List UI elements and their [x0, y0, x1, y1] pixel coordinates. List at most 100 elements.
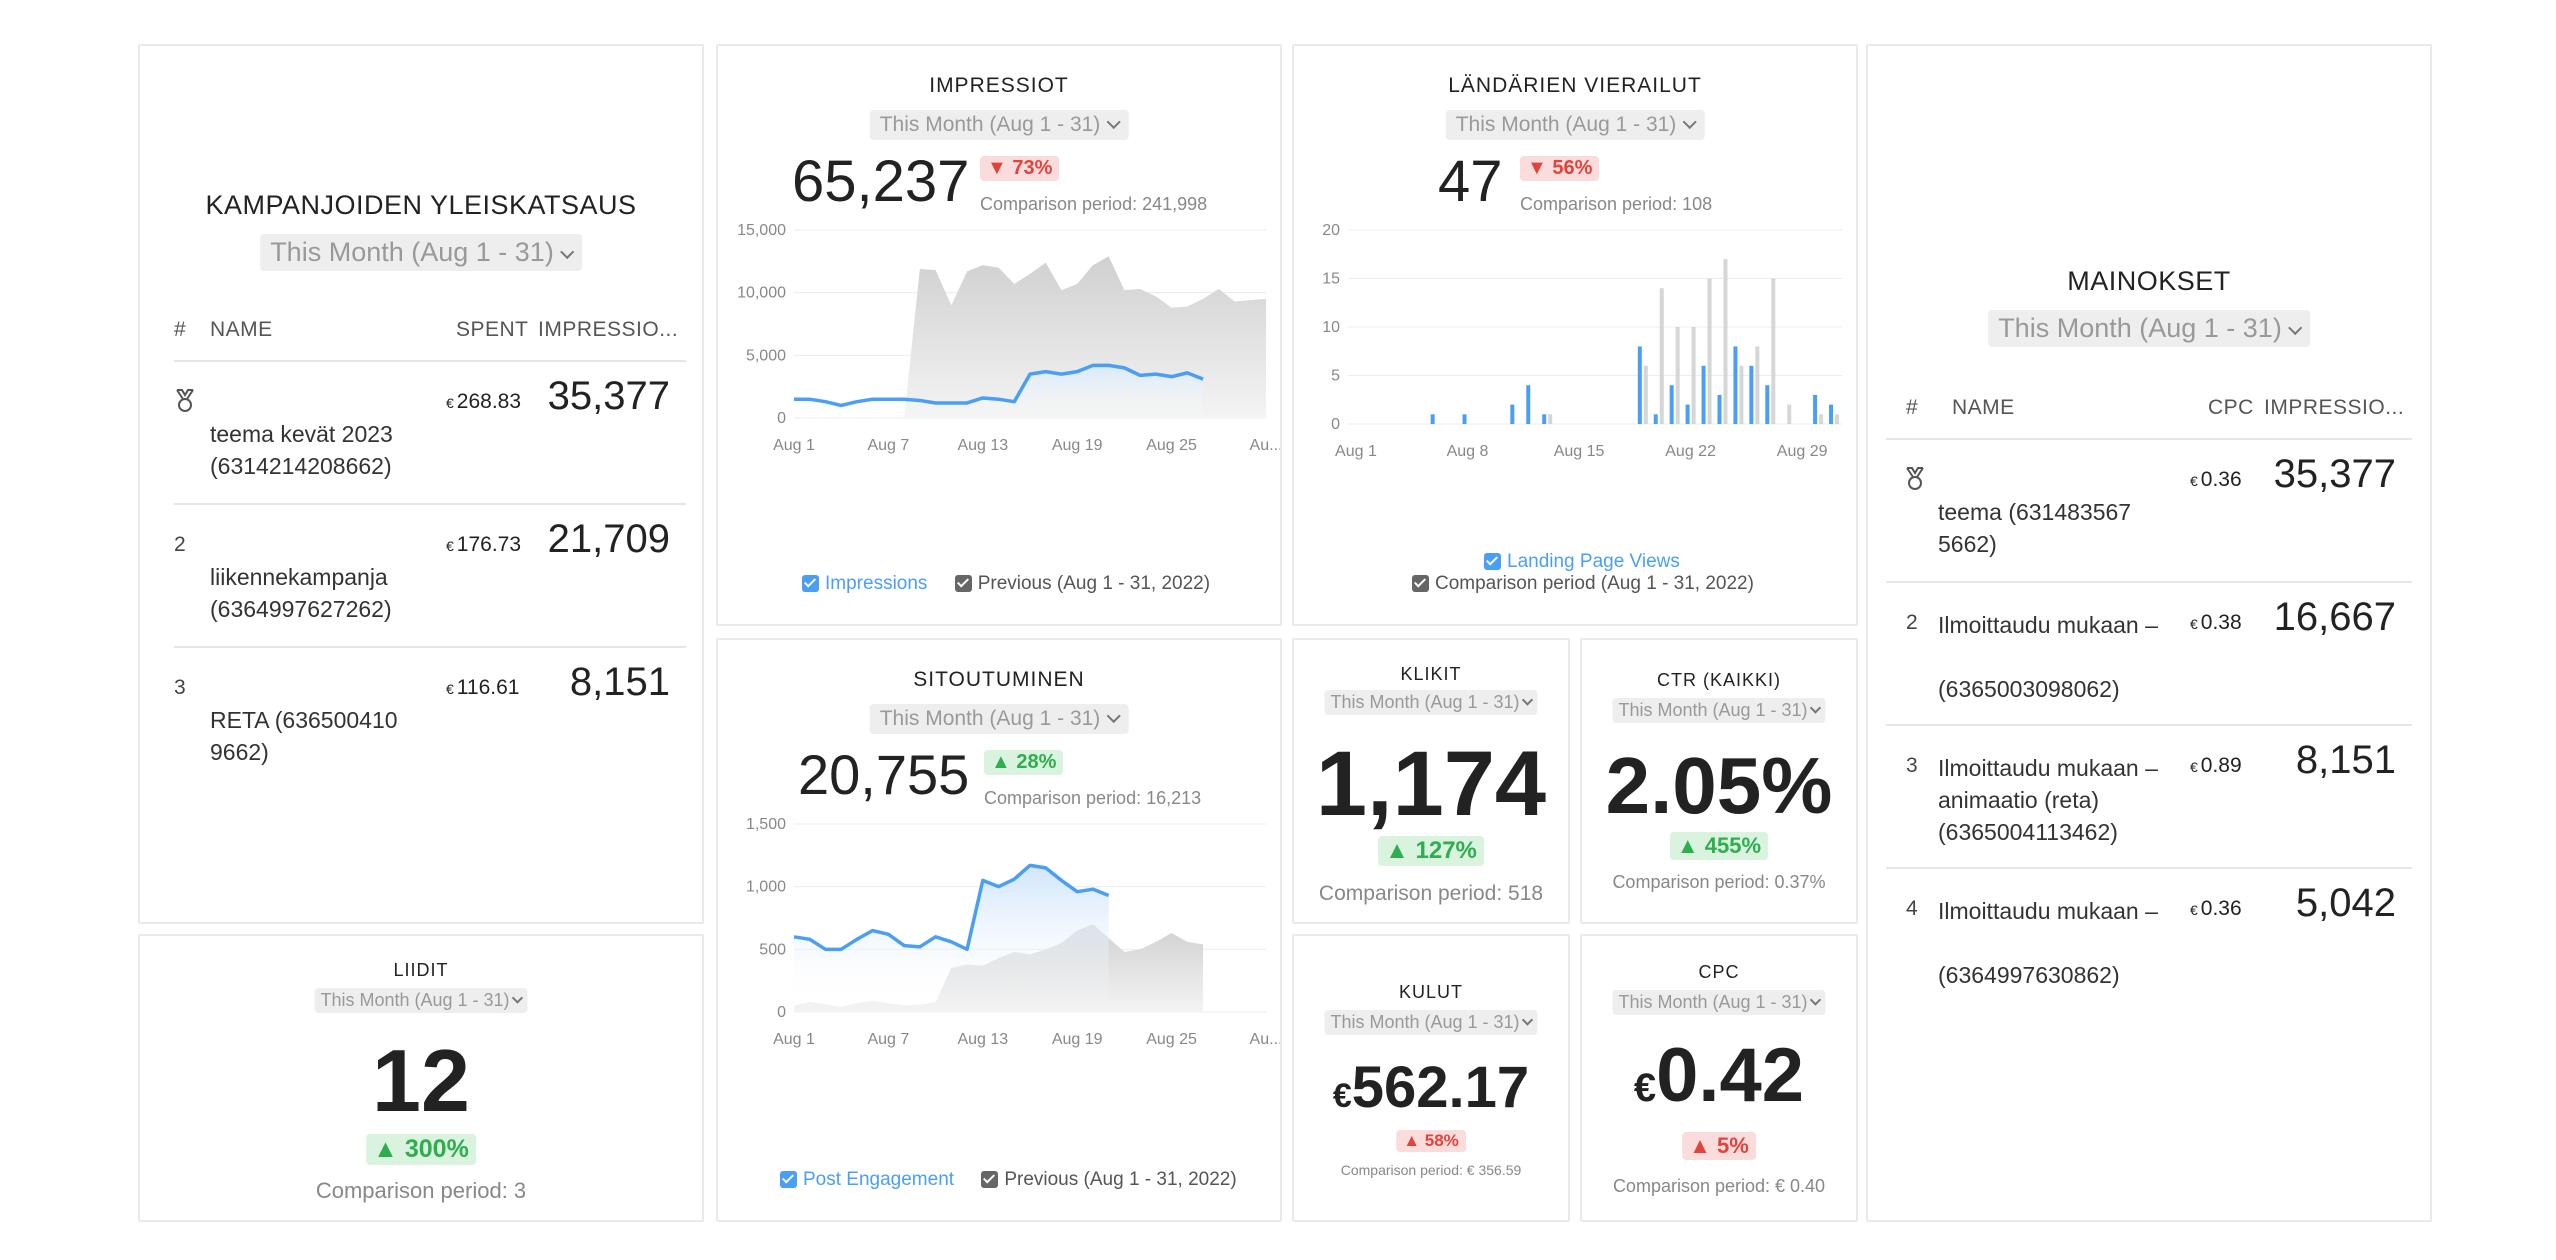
col-spent[interactable]: SPENT	[456, 318, 529, 341]
legend-label: Comparison period (Aug 1 - 31, 2022)	[1435, 573, 1754, 594]
landing-bar	[1685, 404, 1690, 424]
ctr-card: CTR (KAIKKI) This Month (Aug 1 - 31) 2.0…	[1580, 638, 1858, 924]
name-line: Ilmoittaudu mukaan –	[1938, 755, 2158, 781]
impressions-date-selector[interactable]: This Month (Aug 1 - 31)	[869, 110, 1129, 140]
name-line: liikennekampanja	[210, 564, 388, 590]
row-spent: €176.73	[446, 533, 521, 557]
row-impressions: 35,377	[2273, 452, 2396, 496]
change-value: 28%	[1016, 751, 1057, 773]
current-series-line	[794, 363, 1204, 408]
landing-legend-previous[interactable]: Comparison period (Aug 1 - 31, 2022)	[1412, 572, 1754, 595]
leads-card: LIIDIT This Month (Aug 1 - 31) 12 ▲ 300%…	[138, 934, 704, 1222]
up-arrow-icon: ▲	[991, 751, 1017, 773]
comparison-bar	[1819, 414, 1824, 424]
row-impressions: 8,151	[569, 660, 670, 704]
comparison-bar	[1739, 365, 1744, 424]
ctr-title: CTR (KAIKKI)	[1656, 670, 1781, 690]
table-row[interactable]: teema (631483567 5662) €0.36 35,377	[1886, 438, 2412, 581]
landing-bar	[1510, 404, 1515, 424]
campaigns-table: # NAME SPENT IMPRESSIO... teema kevät 20…	[174, 318, 686, 818]
comparison-bar	[1755, 346, 1760, 424]
landing-chart[interactable]: 20 15 10 5 0 Aug 1 Aug 8 Aug 15 Aug 22 Aug 29	[1294, 214, 1858, 534]
col-num[interactable]: #	[174, 318, 187, 341]
y-tick-label: 15	[1322, 271, 1340, 288]
clicks-card: KLIKIT This Month (Aug 1 - 31) 1,174 ▲ 1…	[1292, 638, 1570, 924]
row-impressions: 8,151	[2295, 738, 2396, 782]
ads-date-selector[interactable]: This Month (Aug 1 - 31)	[1988, 310, 2310, 347]
cpc-comparison: Comparison period: € 0.40	[1612, 1176, 1826, 1196]
ads-title: MAINOKSET	[2067, 266, 2231, 296]
cpc-title: CPC	[1698, 962, 1740, 982]
up-arrow-icon: ▲	[1689, 1133, 1718, 1158]
up-arrow-icon: ▲	[1385, 837, 1416, 864]
col-num[interactable]: #	[1906, 396, 1919, 419]
name-line	[1938, 641, 2158, 673]
x-tick-label: Au...	[1250, 437, 1282, 454]
engagement-date-selector[interactable]: This Month (Aug 1 - 31)	[869, 704, 1129, 734]
name-line: 5662)	[1938, 531, 1997, 557]
landing-bar	[1542, 414, 1547, 424]
col-impressions[interactable]: IMPRESSIO...	[2264, 396, 2405, 419]
costs-value: €562.17	[1294, 1054, 1568, 1121]
row-cpc: €0.89	[2190, 754, 2242, 778]
y-tick-label: 0	[1331, 416, 1340, 433]
change-value: 5%	[1717, 1133, 1749, 1158]
x-tick-label: Aug 15	[1554, 443, 1605, 460]
landing-bar	[1653, 414, 1658, 424]
legend-label: Previous (Aug 1 - 31, 2022)	[977, 573, 1211, 594]
col-name[interactable]: NAME	[1952, 396, 2015, 419]
x-tick-label: Aug 8	[1447, 443, 1489, 460]
legend-item-previous[interactable]: Previous (Aug 1 - 31, 2022)	[981, 1169, 1237, 1190]
checkbox-icon	[954, 575, 972, 592]
cpc-change-badge: ▲ 5%	[1682, 1132, 1756, 1160]
table-row[interactable]: 2 Ilmoittaudu mukaan – (6365003098062) €0…	[1886, 581, 2412, 724]
table-row[interactable]: teema kevät 2023 (6314214208662) €268.83 …	[174, 360, 686, 503]
currency: €	[2190, 759, 2198, 775]
chevron-down-icon	[1521, 1014, 1534, 1026]
clicks-comparison: Comparison period: 518	[1318, 882, 1544, 905]
clicks-date-selector[interactable]: This Month (Aug 1 - 31)	[1324, 690, 1538, 715]
leads-change-badge: ▲ 300%	[366, 1134, 476, 1165]
leads-date-selector[interactable]: This Month (Aug 1 - 31)	[314, 988, 528, 1013]
row-rank: 3	[1906, 754, 1918, 777]
row-name: teema kevät 2023 (6314214208662)	[210, 418, 393, 482]
col-cpc[interactable]: CPC	[2208, 396, 2254, 419]
cpc-date-selector[interactable]: This Month (Aug 1 - 31)	[1612, 990, 1826, 1015]
table-row[interactable]: 2 liikennekampanja (6364997627262) €176.7…	[174, 503, 686, 646]
row-rank: 2	[1906, 611, 1918, 634]
table-row[interactable]: 3 Ilmoittaudu mukaan – animaatio (reta) (6…	[1886, 724, 2412, 867]
name-line: RETA (636500410	[210, 707, 398, 733]
x-tick-label: Aug 19	[1052, 1031, 1103, 1048]
costs-date-selector[interactable]: This Month (Aug 1 - 31)	[1324, 1010, 1538, 1035]
landing-legend-current[interactable]: Landing Page Views	[1484, 550, 1680, 573]
legend-item-previous[interactable]: Previous (Aug 1 - 31, 2022)	[954, 573, 1211, 594]
comparison-bar	[1643, 365, 1648, 424]
up-arrow-icon: ▲	[373, 1135, 405, 1163]
name-line	[1938, 927, 2158, 959]
chevron-down-icon	[1809, 702, 1822, 714]
legend-item-current[interactable]: Post Engagement	[780, 1169, 954, 1190]
legend-label: Previous (Aug 1 - 31, 2022)	[1004, 1169, 1237, 1190]
impressions-card: IMPRESSIOT This Month (Aug 1 - 31) 65,23…	[716, 44, 1282, 626]
table-row[interactable]: 3 RETA (636500410 9662) €116.61 8,151	[174, 646, 686, 789]
engagement-chart[interactable]: 1,500 1,000 500 0 Aug 1 Aug 7 Aug 13 Aug 19 Aug …	[718, 808, 1282, 1128]
table-row[interactable]: 4 Ilmoittaudu mukaan – (6364997630862) €0…	[1886, 867, 2412, 1010]
col-impressions[interactable]: IMPRESSIO...	[538, 318, 679, 341]
checkbox-icon	[981, 1171, 999, 1188]
currency: €	[1332, 1077, 1352, 1115]
ctr-date-selector[interactable]: This Month (Aug 1 - 31)	[1612, 698, 1826, 723]
impressions-chart[interactable]: 15,000 10,000 5,000 0 Aug 1 Aug 7 Aug 13 Aug 19…	[718, 214, 1282, 534]
landing-bar	[1829, 404, 1834, 424]
campaigns-date-selector[interactable]: This Month (Aug 1 - 31)	[260, 234, 582, 271]
date-selector-label: This Month (Aug 1 - 31)	[1618, 992, 1808, 1012]
row-name: Ilmoittaudu mukaan – (6364997630862)	[1938, 895, 2158, 991]
name-line: (6364997627262)	[210, 596, 392, 622]
name-line: animaatio (reta)	[1938, 787, 2100, 813]
legend-item-current[interactable]: Impressions	[802, 573, 927, 594]
comparison-bar	[1787, 404, 1792, 424]
landing-date-selector[interactable]: This Month (Aug 1 - 31)	[1445, 110, 1705, 140]
landing-bar	[1637, 346, 1642, 424]
x-tick-label: Aug 22	[1665, 443, 1716, 460]
col-name[interactable]: NAME	[210, 318, 273, 341]
row-spent: €116.61	[446, 676, 519, 700]
